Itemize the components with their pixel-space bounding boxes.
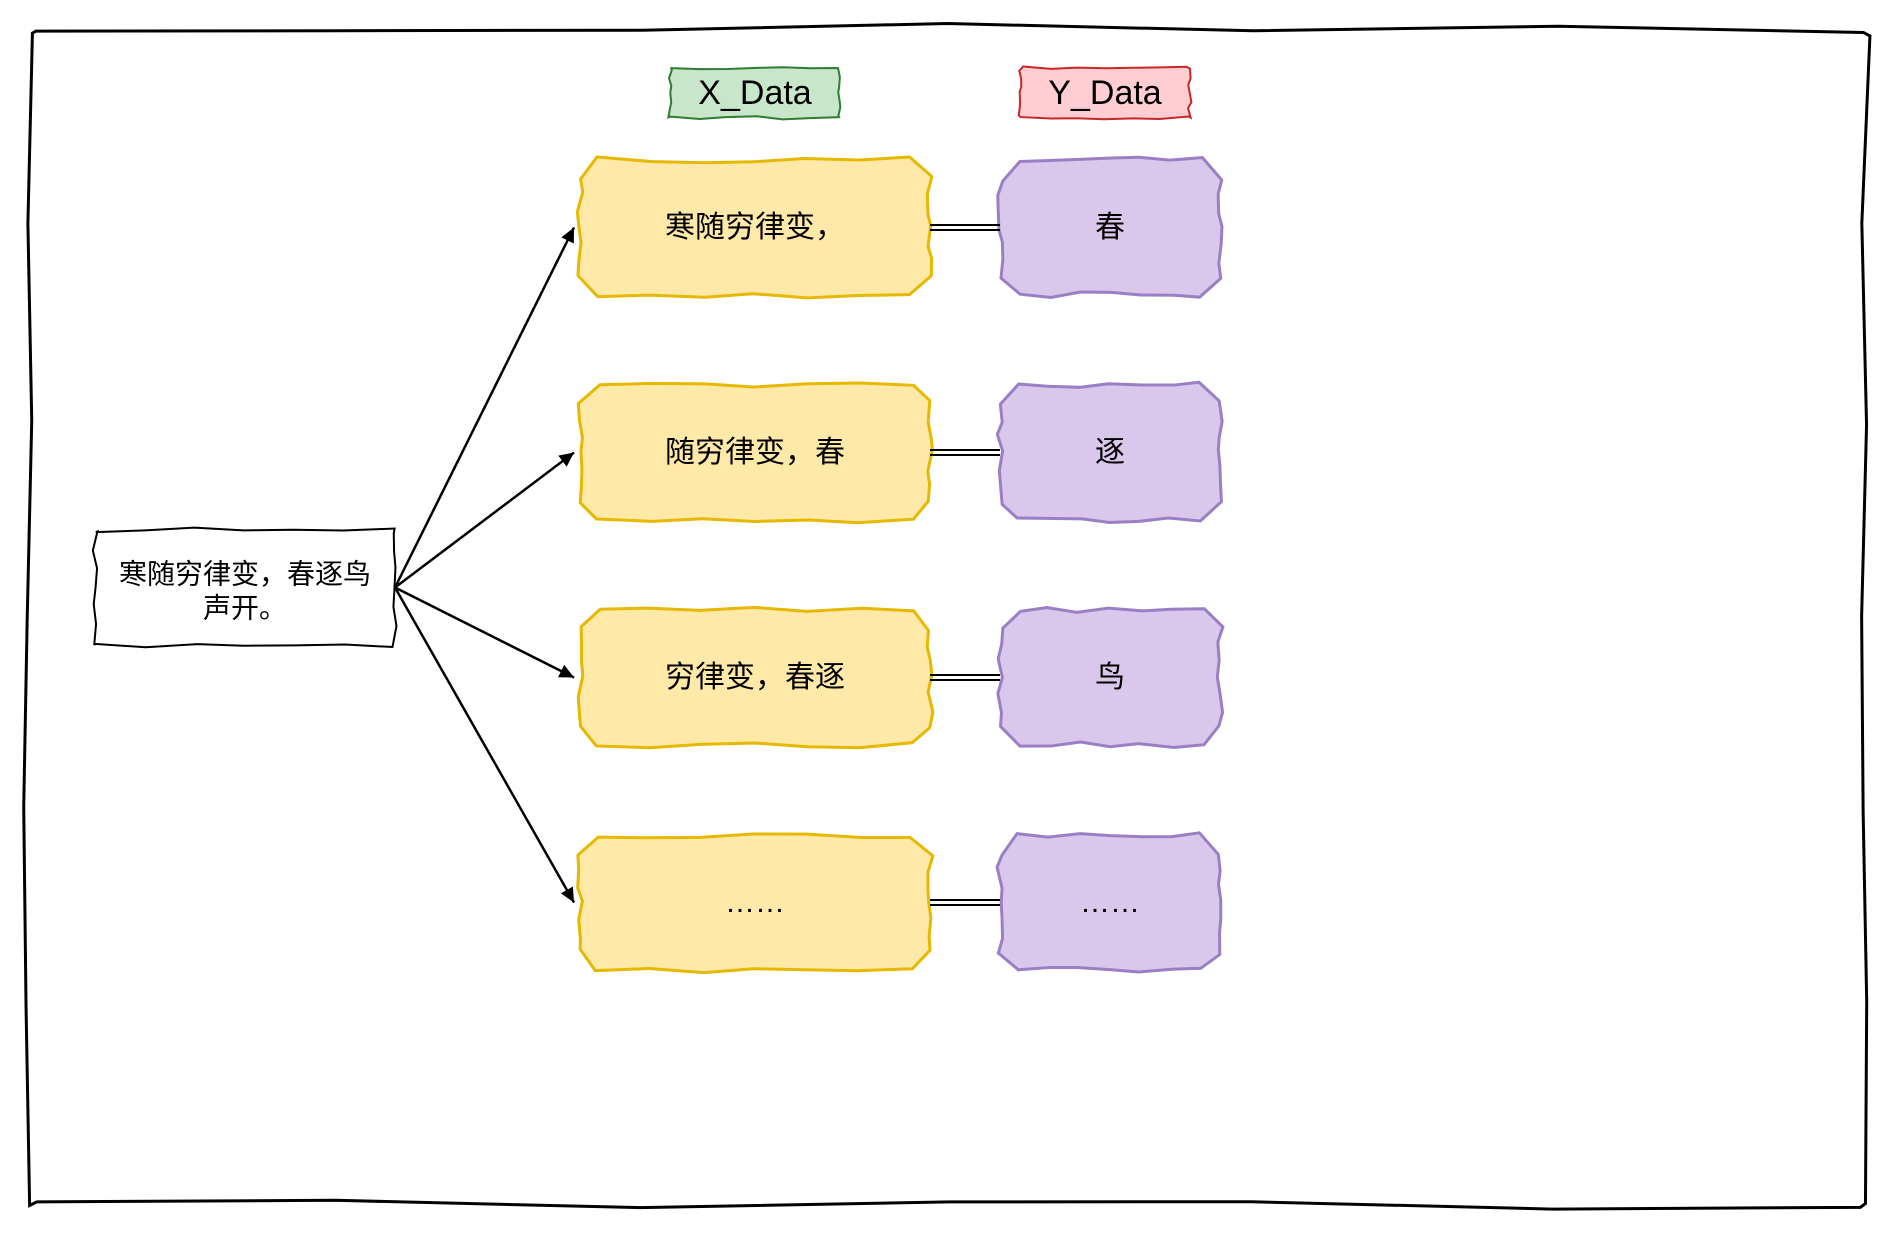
x-node-1-text: 随穷律变，春	[665, 436, 845, 469]
x-node-0-text: 寒随穷律变，	[665, 211, 845, 244]
y-data-label-text: Y_Data	[1048, 74, 1161, 112]
y-node-1-text: 逐	[1095, 436, 1125, 469]
x-node-2-text: 穷律变，春逐	[665, 661, 845, 694]
x-node-3-text: ……	[725, 886, 785, 919]
x-data-label-text: X_Data	[698, 74, 811, 112]
y-node-3-text: ……	[1080, 886, 1140, 919]
y-node-2-text: 鸟	[1095, 661, 1125, 694]
y-node-0-text: 春	[1095, 211, 1125, 244]
